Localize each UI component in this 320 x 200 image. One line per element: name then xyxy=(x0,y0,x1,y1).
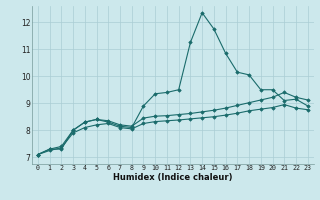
X-axis label: Humidex (Indice chaleur): Humidex (Indice chaleur) xyxy=(113,173,233,182)
